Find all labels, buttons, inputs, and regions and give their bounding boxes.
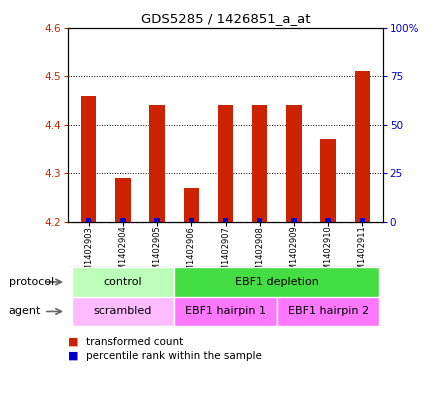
Bar (174, 297, 277, 326)
Bar (320, 140, 336, 222)
Bar (174, 267, 379, 297)
Bar (286, 105, 301, 222)
Text: agent: agent (9, 307, 41, 316)
Bar (359, 218, 365, 222)
Bar (120, 218, 125, 222)
Text: GSM1402909: GSM1402909 (290, 226, 298, 281)
Bar (72, 267, 174, 297)
Text: ■: ■ (68, 337, 82, 347)
Text: scrambled: scrambled (94, 307, 152, 316)
Bar (291, 218, 297, 222)
Text: EBF1 hairpin 1: EBF1 hairpin 1 (185, 307, 266, 316)
Bar (223, 218, 228, 222)
Text: ■: ■ (68, 351, 82, 361)
Text: protocol: protocol (9, 277, 54, 287)
Text: GSM1402904: GSM1402904 (118, 226, 128, 281)
Text: GSM1402905: GSM1402905 (153, 226, 161, 281)
Bar (154, 218, 160, 222)
Bar (86, 218, 92, 222)
Text: GSM1402907: GSM1402907 (221, 226, 230, 281)
Text: percentile rank within the sample: percentile rank within the sample (86, 351, 262, 361)
Text: GSM1402908: GSM1402908 (255, 226, 264, 281)
Bar (252, 105, 268, 222)
Bar (81, 95, 96, 222)
Bar (355, 71, 370, 222)
Text: transformed count: transformed count (86, 337, 183, 347)
Bar (115, 178, 131, 222)
Bar (72, 297, 174, 326)
Text: EBF1 hairpin 2: EBF1 hairpin 2 (287, 307, 369, 316)
Bar (326, 218, 331, 222)
Bar (189, 218, 194, 222)
Bar (277, 297, 379, 326)
Text: GSM1402903: GSM1402903 (84, 226, 93, 281)
Text: GSM1402910: GSM1402910 (323, 226, 333, 281)
Bar (257, 218, 262, 222)
Text: GSM1402911: GSM1402911 (358, 226, 367, 281)
Bar (183, 188, 199, 222)
Bar (218, 105, 233, 222)
Text: EBF1 depletion: EBF1 depletion (235, 277, 319, 287)
Text: GSM1402906: GSM1402906 (187, 226, 196, 281)
Title: GDS5285 / 1426851_a_at: GDS5285 / 1426851_a_at (141, 12, 310, 25)
Text: control: control (103, 277, 142, 287)
Bar (150, 105, 165, 222)
